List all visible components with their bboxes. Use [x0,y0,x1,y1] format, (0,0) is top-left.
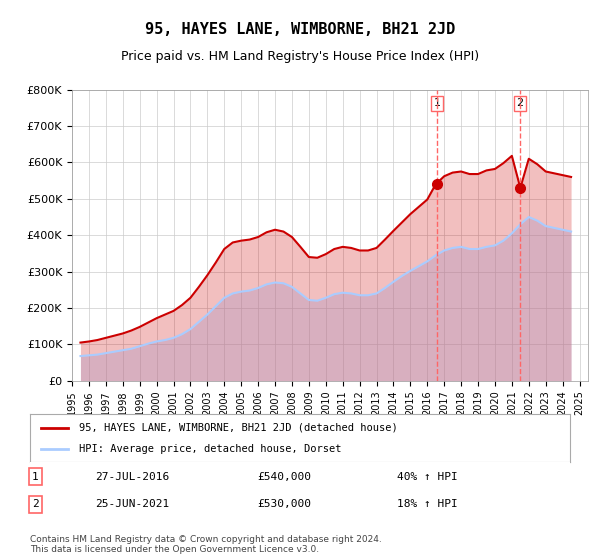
Text: 40% ↑ HPI: 40% ↑ HPI [397,472,458,482]
Text: Contains HM Land Registry data © Crown copyright and database right 2024.
This d: Contains HM Land Registry data © Crown c… [30,535,382,554]
Text: £530,000: £530,000 [257,500,311,510]
Text: Price paid vs. HM Land Registry's House Price Index (HPI): Price paid vs. HM Land Registry's House … [121,50,479,63]
Text: 95, HAYES LANE, WIMBORNE, BH21 2JD: 95, HAYES LANE, WIMBORNE, BH21 2JD [145,22,455,38]
Text: 1: 1 [433,99,440,108]
Text: 2: 2 [517,99,524,108]
Text: HPI: Average price, detached house, Dorset: HPI: Average price, detached house, Dors… [79,444,341,454]
Text: 2: 2 [32,500,39,510]
Text: 25-JUN-2021: 25-JUN-2021 [95,500,169,510]
Text: 18% ↑ HPI: 18% ↑ HPI [397,500,458,510]
Text: £540,000: £540,000 [257,472,311,482]
Text: 1: 1 [32,472,39,482]
Text: 27-JUL-2016: 27-JUL-2016 [95,472,169,482]
Text: 95, HAYES LANE, WIMBORNE, BH21 2JD (detached house): 95, HAYES LANE, WIMBORNE, BH21 2JD (deta… [79,423,397,433]
